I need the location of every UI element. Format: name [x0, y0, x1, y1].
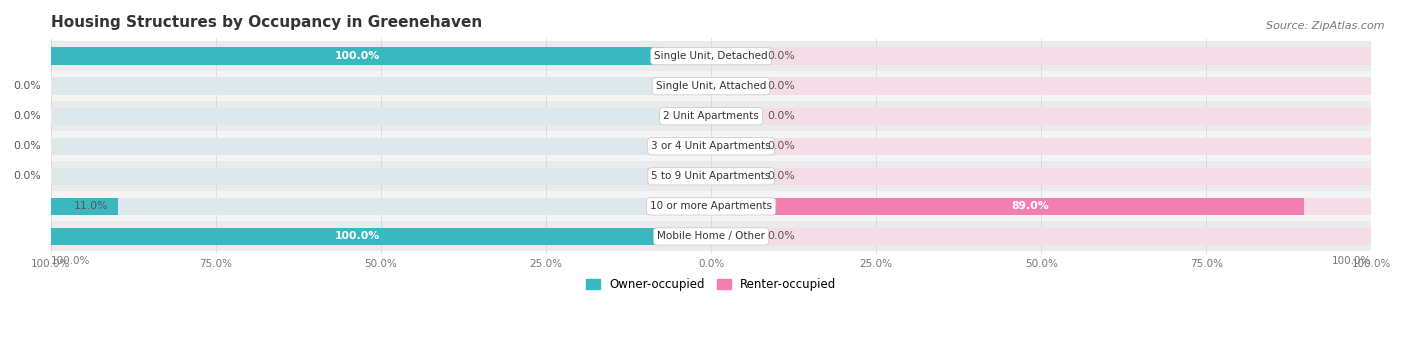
Bar: [51, 48, 665, 65]
Text: Mobile Home / Other: Mobile Home / Other: [657, 232, 765, 241]
Bar: [51, 221, 1371, 251]
Text: Single Unit, Attached: Single Unit, Attached: [657, 81, 766, 91]
Bar: [758, 48, 1371, 65]
Bar: [758, 137, 1371, 155]
Bar: [758, 168, 1371, 185]
Bar: [51, 198, 665, 215]
Text: 0.0%: 0.0%: [13, 81, 41, 91]
Text: 100.0%: 100.0%: [335, 51, 381, 61]
Bar: [51, 107, 665, 125]
Bar: [51, 41, 1371, 71]
Text: Source: ZipAtlas.com: Source: ZipAtlas.com: [1267, 21, 1385, 30]
Text: 0.0%: 0.0%: [13, 141, 41, 151]
Text: 0.0%: 0.0%: [768, 51, 794, 61]
Bar: [51, 78, 665, 95]
Bar: [758, 78, 1371, 95]
Bar: [51, 71, 1371, 101]
Text: 2 Unit Apartments: 2 Unit Apartments: [664, 111, 759, 121]
Text: 0.0%: 0.0%: [13, 111, 41, 121]
Text: 0.0%: 0.0%: [768, 232, 794, 241]
Text: 100.0%: 100.0%: [335, 232, 381, 241]
Bar: [758, 228, 1371, 245]
Text: 89.0%: 89.0%: [1012, 201, 1049, 211]
Bar: [51, 137, 665, 155]
Bar: [51, 198, 118, 215]
Bar: [51, 228, 665, 245]
Text: 5 to 9 Unit Apartments: 5 to 9 Unit Apartments: [651, 171, 770, 181]
Text: 0.0%: 0.0%: [768, 141, 794, 151]
Bar: [51, 168, 665, 185]
Text: 11.0%: 11.0%: [75, 201, 108, 211]
Text: 100.0%: 100.0%: [1331, 256, 1371, 266]
Text: Housing Structures by Occupancy in Greenehaven: Housing Structures by Occupancy in Green…: [51, 15, 482, 30]
Legend: Owner-occupied, Renter-occupied: Owner-occupied, Renter-occupied: [581, 274, 841, 296]
Bar: [51, 48, 665, 65]
Bar: [758, 107, 1371, 125]
Bar: [758, 198, 1371, 215]
Text: 100.0%: 100.0%: [51, 256, 90, 266]
Bar: [51, 101, 1371, 131]
Bar: [51, 192, 1371, 221]
Text: 10 or more Apartments: 10 or more Apartments: [650, 201, 772, 211]
Bar: [51, 228, 665, 245]
Bar: [758, 198, 1303, 215]
Text: 0.0%: 0.0%: [13, 171, 41, 181]
Text: 0.0%: 0.0%: [768, 171, 794, 181]
Text: 3 or 4 Unit Apartments: 3 or 4 Unit Apartments: [651, 141, 770, 151]
Text: 0.0%: 0.0%: [768, 111, 794, 121]
Bar: [51, 131, 1371, 161]
Bar: [51, 161, 1371, 192]
Text: 0.0%: 0.0%: [768, 81, 794, 91]
Text: Single Unit, Detached: Single Unit, Detached: [654, 51, 768, 61]
